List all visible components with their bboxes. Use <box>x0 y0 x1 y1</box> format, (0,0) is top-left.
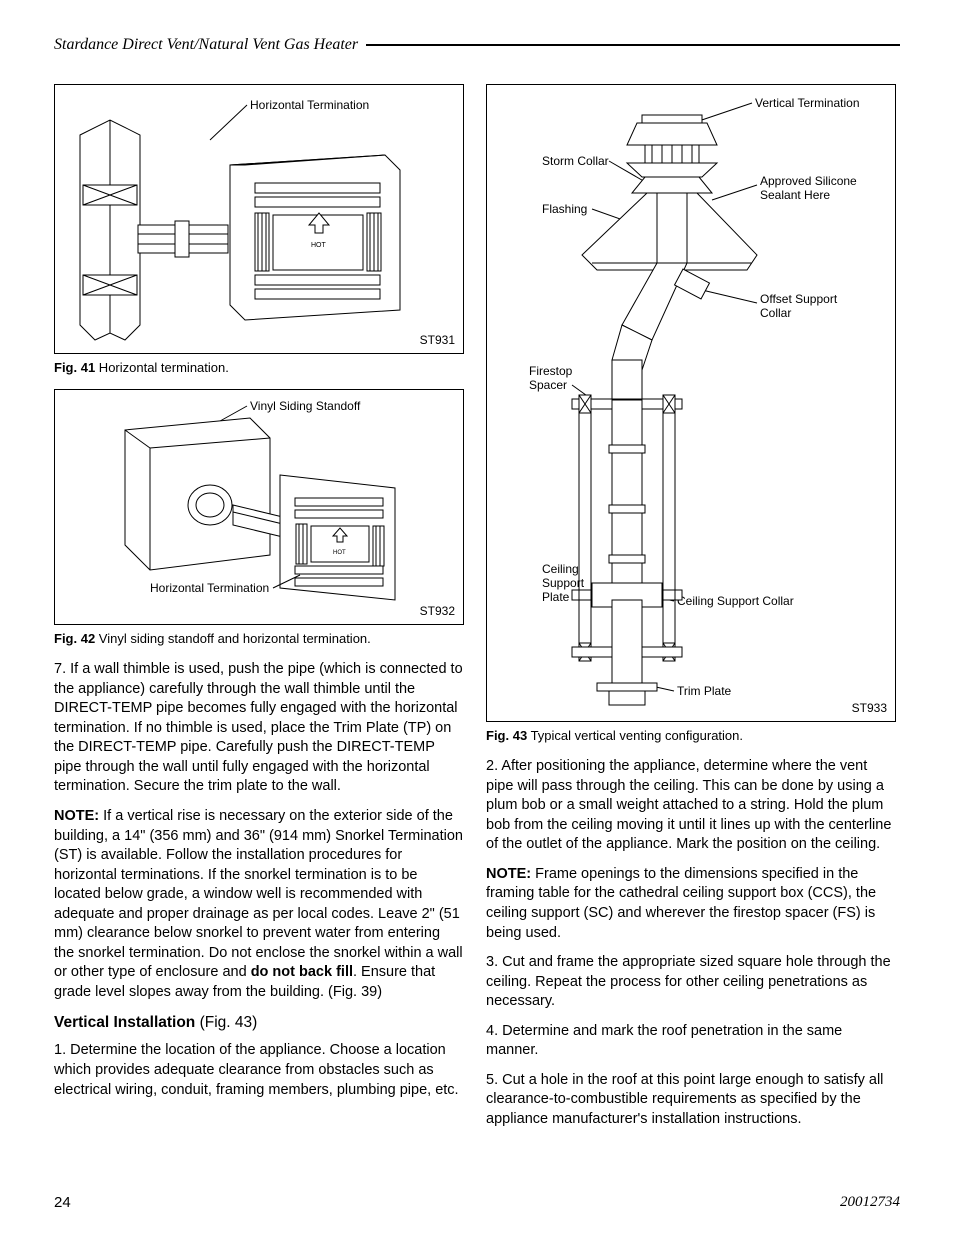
right-para-3: 3. Cut and frame the appropriate sized s… <box>486 953 896 1012</box>
fig43-lbl-flash: Flashing <box>542 202 587 216</box>
left-note: NOTE: If a vertical rise is necessary on… <box>54 807 464 1003</box>
fig42-diagram: Vinyl Siding Standoff <box>55 390 463 624</box>
fig41-box: Horizontal Termination <box>54 84 464 354</box>
page-header: Stardance Direct Vent/Natural Vent Gas H… <box>54 36 900 54</box>
fig43-caption: Fig. 43 Typical vertical venting configu… <box>486 728 896 743</box>
right-column: Vertical Termination Storm Collar Approv… <box>486 84 896 1140</box>
content-columns: Horizontal Termination <box>54 84 900 1140</box>
fig42-label-horiz: Horizontal Termination <box>150 581 269 595</box>
fig43-lbl-fs2: Spacer <box>529 378 567 392</box>
fig42-code: ST932 <box>420 604 455 618</box>
document-number: 20012734 <box>840 1194 900 1211</box>
left-para-v1: 1. Determine the location of the applian… <box>54 1041 464 1100</box>
left-column: Horizontal Termination <box>54 84 464 1140</box>
fig43-code: ST933 <box>852 701 887 715</box>
fig41-hot: HOT <box>311 242 327 249</box>
fig43-lbl-csp2: Support <box>542 576 585 590</box>
fig43-lbl-offset2: Collar <box>760 306 791 320</box>
vertical-install-heading: Vertical Installation (Fig. 43) <box>54 1013 464 1034</box>
fig43-lbl-fs1: Firestop <box>529 364 573 378</box>
fig42-caption: Fig. 42 Vinyl siding standoff and horizo… <box>54 631 464 646</box>
page-number: 24 <box>54 1194 71 1211</box>
right-para-2: 2. After positioning the appliance, dete… <box>486 757 896 855</box>
fig43-lbl-vt: Vertical Termination <box>755 96 860 110</box>
fig43-lbl-seal2: Sealant Here <box>760 188 830 202</box>
page-footer: 24 20012734 <box>54 1194 900 1211</box>
fig43-lbl-trim: Trim Plate <box>677 684 732 698</box>
fig42-box: Vinyl Siding Standoff <box>54 389 464 625</box>
fig41-code: ST931 <box>420 333 455 347</box>
fig41-diagram: Horizontal Termination <box>55 85 463 353</box>
fig43-lbl-offset1: Offset Support <box>760 292 838 306</box>
fig42-hot: HOT <box>333 550 346 556</box>
right-para-4: 4. Determine and mark the roof penetrati… <box>486 1022 896 1061</box>
fig43-lbl-csp3: Plate <box>542 590 570 604</box>
right-note: NOTE: Frame openings to the dimensions s… <box>486 865 896 943</box>
fig41-label-horiz: Horizontal Termination <box>250 98 369 112</box>
header-rule <box>366 44 900 46</box>
right-para-5: 5. Cut a hole in the roof at this point … <box>486 1071 896 1130</box>
fig43-lbl-seal1: Approved Silicone <box>760 174 857 188</box>
fig43-box: Vertical Termination Storm Collar Approv… <box>486 84 896 722</box>
fig43-lbl-csp1: Ceiling <box>542 562 579 576</box>
header-title: Stardance Direct Vent/Natural Vent Gas H… <box>54 36 358 54</box>
fig43-lbl-storm: Storm Collar <box>542 154 609 168</box>
fig43-diagram: Vertical Termination Storm Collar Approv… <box>487 85 895 721</box>
fig41-caption: Fig. 41 Horizontal termination. <box>54 360 464 375</box>
fig43-lbl-csc: Ceiling Support Collar <box>677 594 794 608</box>
fig42-label-vinyl: Vinyl Siding Standoff <box>250 399 361 413</box>
left-para-7: 7. If a wall thimble is used, push the p… <box>54 660 464 797</box>
